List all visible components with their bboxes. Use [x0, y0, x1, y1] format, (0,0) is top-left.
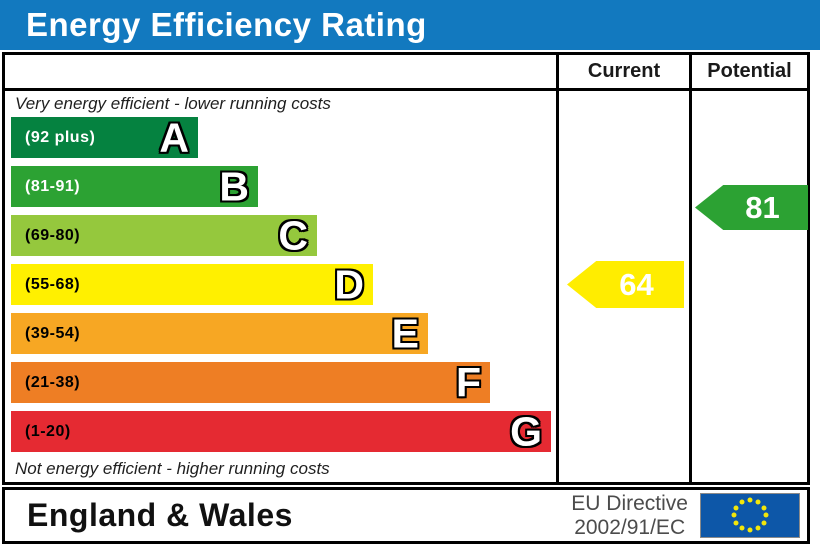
rating-bands: (92 plus) A (81-91) B (69-80) C (55-68) … [11, 117, 551, 460]
band-g-letter: G [510, 408, 542, 454]
rating-table: Current Potential Very energy efficient … [2, 52, 810, 485]
eu-flag-star [761, 505, 767, 510]
eu-flag-star [755, 499, 761, 505]
eu-flag-star [733, 505, 739, 510]
eu-flag-star [731, 512, 737, 518]
eu-flag-star [739, 525, 745, 531]
band-f: (21-38) F [11, 362, 490, 403]
band-f-letter: F [455, 359, 481, 405]
band-d-range: (55-68) [25, 275, 81, 293]
band-e-range: (39-54) [25, 324, 81, 342]
eu-flag-star [755, 525, 761, 531]
eu-directive-line1: EU Directive [571, 491, 688, 515]
potential-rating-cell: 81 [692, 91, 810, 482]
eu-flag-star [763, 512, 769, 518]
eu-flag-star [747, 497, 753, 503]
band-a-range: (92 plus) [25, 128, 96, 146]
band-c-range: (69-80) [25, 226, 81, 244]
current-column-header: Current [587, 60, 661, 82]
eu-directive-label: EU Directive 2002/91/EC [571, 492, 688, 539]
band-e-letter: E [391, 310, 419, 356]
band-f-range: (21-38) [25, 373, 81, 391]
band-a-letter: A [159, 114, 189, 160]
band-b: (81-91) B [11, 166, 258, 207]
band-a: (92 plus) A [11, 117, 198, 158]
region-label: England & Wales [27, 497, 293, 533]
efficient-note: Very energy efficient - lower running co… [15, 94, 331, 113]
potential-column-header: Potential [707, 60, 792, 82]
column-divider [689, 55, 692, 482]
page-title: Energy Efficiency Rating [26, 6, 427, 43]
band-e: (39-54) E [11, 313, 428, 354]
band-g-range: (1-20) [25, 422, 71, 440]
band-b-range: (81-91) [25, 177, 81, 195]
band-b-letter: B [219, 163, 249, 209]
eu-flag-star [739, 499, 745, 505]
eu-flag-star [733, 520, 739, 525]
band-d-letter: D [334, 261, 364, 307]
band-c-letter: C [278, 212, 308, 258]
eu-flag-star [747, 527, 753, 533]
title-bar: Energy Efficiency Rating [0, 0, 820, 50]
eu-flag-icon [700, 493, 800, 538]
footer-bar: England & Wales EU Directive 2002/91/EC [2, 487, 810, 544]
potential-rating-arrow: 81 [695, 185, 808, 230]
band-g: (1-20) G [11, 411, 551, 452]
header-divider [5, 88, 807, 91]
rating-scale-area: Very energy efficient - lower running co… [5, 91, 556, 482]
column-divider [556, 55, 559, 482]
current-rating-arrow: 64 [567, 261, 684, 308]
eu-flag-star [761, 520, 767, 525]
eu-directive-line2: 2002/91/EC [574, 515, 686, 539]
band-d: (55-68) D [11, 264, 373, 305]
band-c: (69-80) C [11, 215, 317, 256]
current-rating-cell: 64 [559, 91, 689, 482]
not-efficient-note: Not energy efficient - higher running co… [15, 459, 330, 478]
